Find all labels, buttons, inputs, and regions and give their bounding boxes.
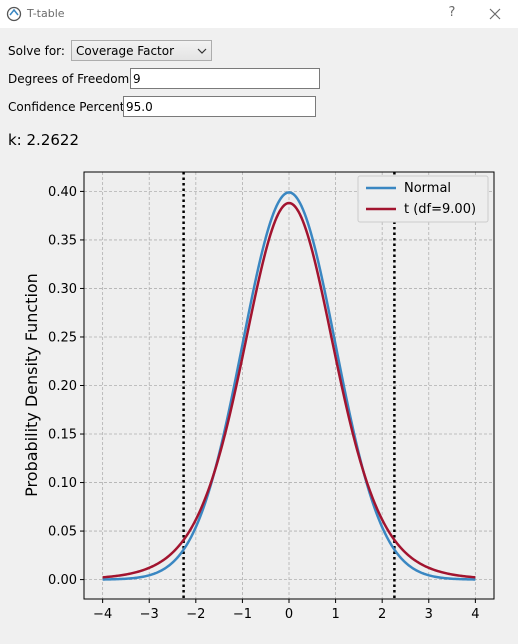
curves [102, 191, 476, 581]
dof-label: Degrees of Freedom [8, 72, 130, 86]
y-tick-label: 0.25 [48, 330, 77, 345]
x-tick-label: 0 [285, 607, 293, 622]
chevron-down-icon [197, 48, 207, 54]
pdf-chart: −4 −3 −2 −1 0 1 2 3 4 0.000.050.100.150.200.250.… [22, 171, 495, 622]
dof-input[interactable]: 9 [130, 68, 320, 89]
x-tick-label: −1 [233, 607, 252, 622]
y-axis-ticks: 0.00 0.05 0.10 0.15 0.20 0.25 0.30 0.35 0.40 [48, 185, 84, 588]
series-line-t [102, 201, 476, 579]
solve-for-dropdown[interactable]: Coverage Factor [71, 40, 212, 61]
legend-label-t: t (df=9.00) [404, 202, 476, 217]
dof-value: 9 [133, 72, 141, 86]
legend-label-normal: Normal [404, 181, 451, 196]
x-axis-ticks: −4 −3 −2 −1 0 1 2 3 4 [93, 599, 480, 622]
y-tick-label: 0.05 [48, 525, 77, 540]
result-text: k: 2.2622 [8, 131, 79, 149]
confidence-value: 95.0 [126, 100, 153, 114]
series-line-normal [102, 191, 476, 581]
y-tick-label: 0.20 [48, 379, 77, 394]
x-tick-label: −2 [186, 607, 205, 622]
y-tick-label: 0.35 [48, 233, 77, 248]
title-bar: T-table ? [0, 0, 518, 28]
y-tick-label: 0.40 [48, 185, 77, 200]
x-tick-label: −4 [93, 607, 112, 622]
x-tick-label: 4 [471, 607, 479, 622]
help-button[interactable]: ? [448, 5, 456, 20]
window-title: T-table [27, 7, 65, 20]
y-tick-label: 0.10 [48, 476, 77, 491]
y-tick-label: 0.00 [48, 573, 77, 588]
x-tick-label: 3 [425, 607, 433, 622]
x-tick-label: −3 [140, 607, 159, 622]
x-tick-label: 2 [378, 607, 386, 622]
app-icon [6, 6, 22, 22]
solve-for-label: Solve for: [8, 44, 65, 58]
legend: Normal t (df=9.00) [357, 175, 489, 223]
y-axis-label: Probability Density Function [22, 273, 41, 497]
solve-for-value: Coverage Factor [76, 44, 175, 58]
confidence-input[interactable]: 95.0 [123, 96, 316, 117]
y-tick-label: 0.30 [48, 282, 77, 297]
y-tick-label: 0.15 [48, 428, 77, 443]
confidence-label: Confidence Percent [8, 100, 125, 114]
x-tick-label: 1 [331, 607, 339, 622]
close-icon[interactable] [486, 5, 504, 23]
